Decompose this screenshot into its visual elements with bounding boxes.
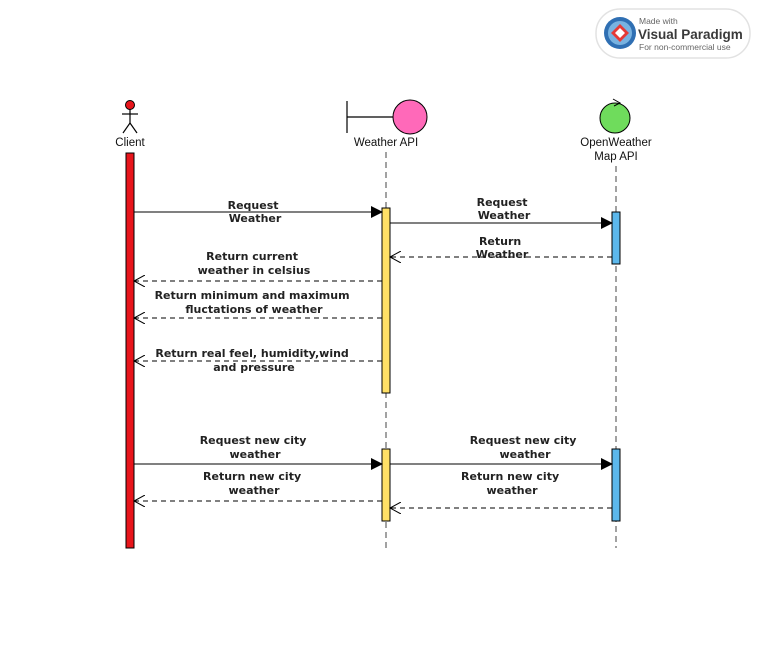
message-return-weather-label: Return Weather <box>476 235 529 261</box>
visual-paradigm-logo-icon <box>604 17 636 49</box>
openweather-activation-2 <box>611 448 621 522</box>
weather-api-activation-1 <box>381 207 391 394</box>
message-return-real-feel-label: Return real feel, humidity,wind and pres… <box>155 347 352 374</box>
weather-api-label: Weather API <box>354 137 418 149</box>
client-actor <box>122 100 138 134</box>
message-return-current-weather-label: Return current weather in celsius <box>198 250 311 277</box>
openweather-control-icon <box>599 98 631 134</box>
message-return-min-max-label: Return minimum and maximum fluctations o… <box>155 289 354 316</box>
openweather-activation-1 <box>611 211 621 265</box>
message-request-weather-api-label: Request Weather <box>477 196 532 222</box>
client-label: Client <box>115 137 145 149</box>
message-request-new-city-api-label: Request new city weather <box>470 434 581 461</box>
badge-brand: Visual Paradigm <box>638 27 743 42</box>
message-request-weather-label: Request Weather <box>228 199 283 225</box>
openweather-label-line1: OpenWeather <box>580 137 652 149</box>
visual-paradigm-badge: Made with Visual Paradigm For non-commer… <box>595 8 751 59</box>
message-return-new-city-api-label: Return new city weather <box>461 470 563 497</box>
openweather-label-line2: Map API <box>594 151 637 163</box>
weather-api-activation-2 <box>381 448 391 522</box>
client-activation <box>125 152 135 549</box>
badge-made-with: Made with <box>639 16 678 26</box>
weather-api-boundary-icon <box>346 99 428 135</box>
message-request-new-city-label: Request new city weather <box>200 434 311 461</box>
message-return-new-city-label: Return new city weather <box>203 470 305 497</box>
badge-note: For non-commercial use <box>639 42 731 52</box>
